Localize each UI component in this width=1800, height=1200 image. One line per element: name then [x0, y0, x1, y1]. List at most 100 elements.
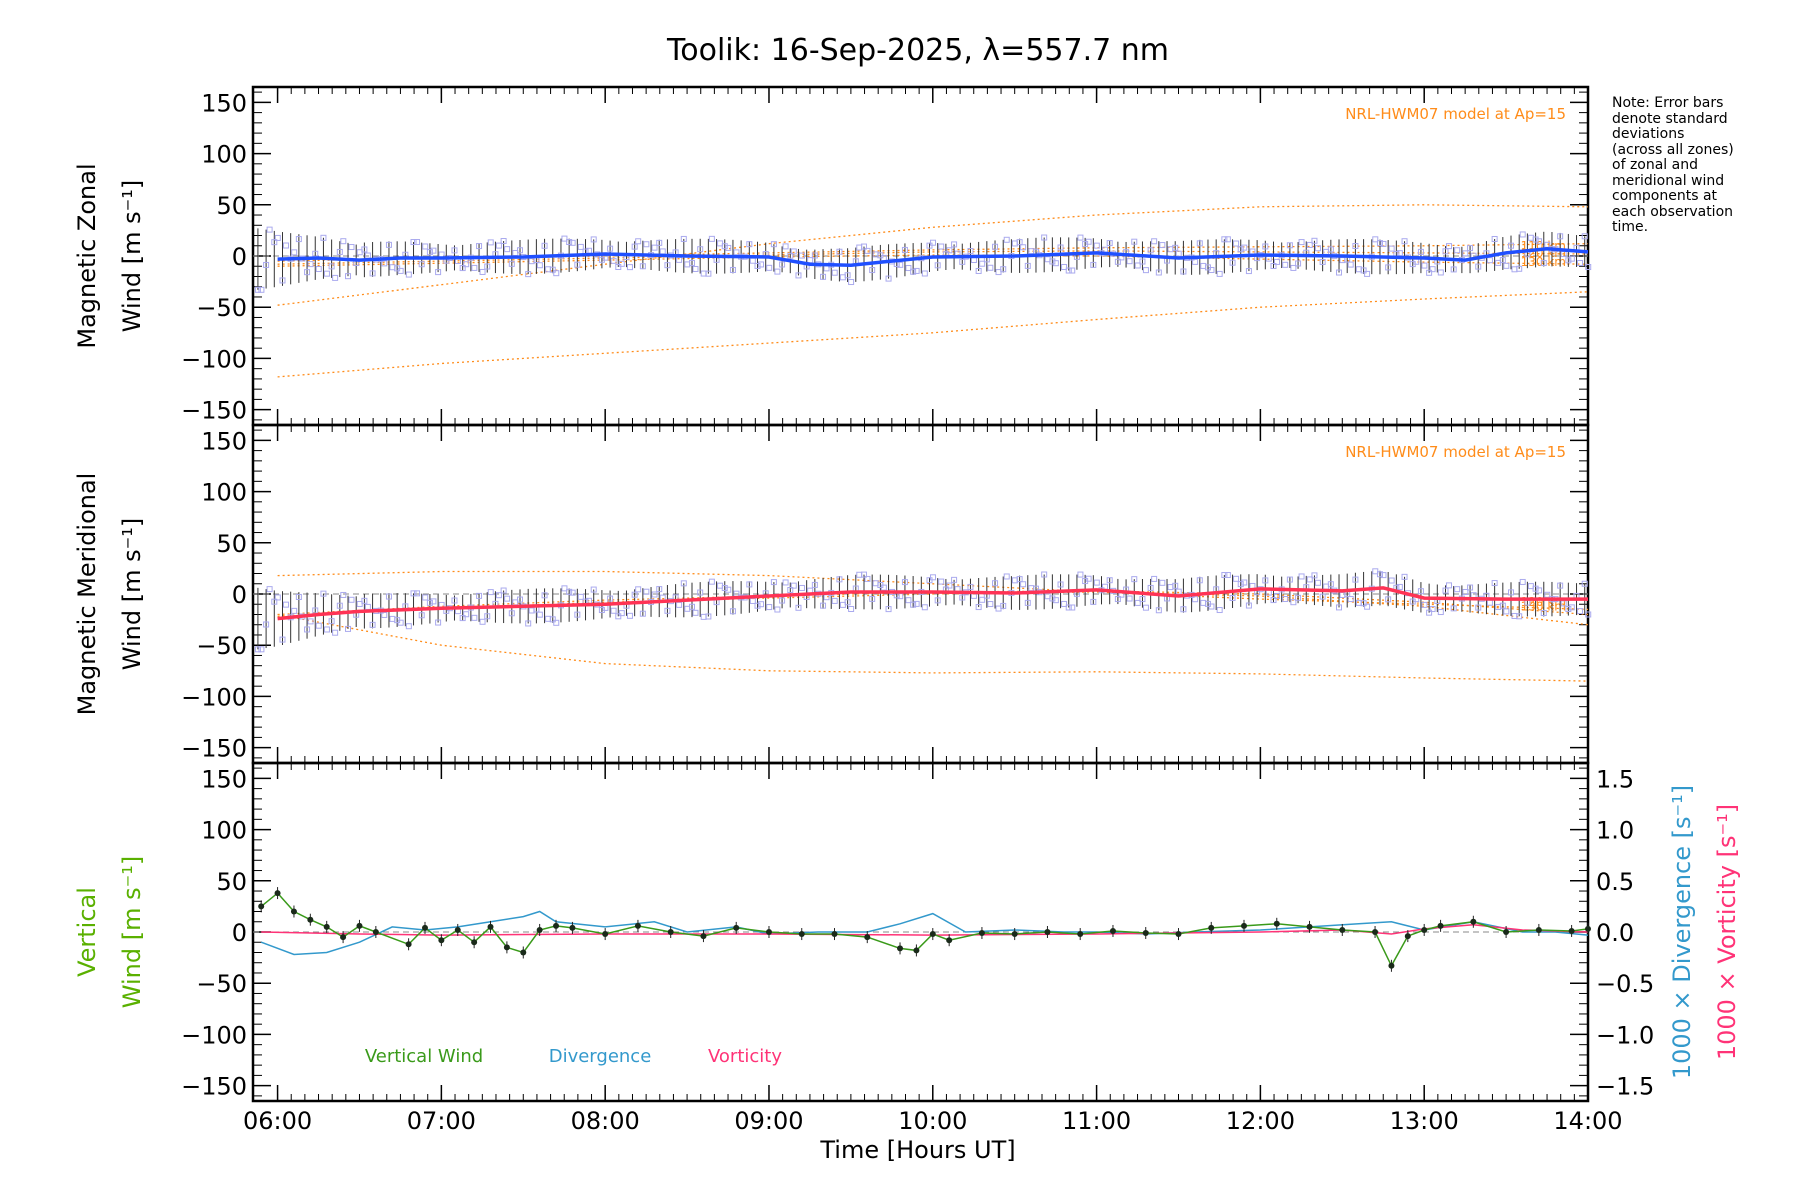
zone-point [1516, 265, 1523, 272]
zone-point [1090, 261, 1097, 268]
zone-point [921, 270, 928, 277]
zone-point [836, 248, 843, 255]
zone-point [1417, 248, 1424, 255]
zone-point [721, 243, 728, 250]
vertical-wind-point [946, 937, 953, 944]
y2-label-part: 1000 × Divergence [1668, 846, 1696, 1079]
zone-point [1499, 602, 1506, 609]
zone-point [1102, 583, 1109, 590]
zone-point [1273, 592, 1280, 599]
zone-point [385, 241, 392, 248]
zone-point [422, 243, 429, 250]
zone-point [476, 592, 483, 599]
zone-point [397, 619, 404, 626]
zone-point [381, 611, 388, 618]
zone-point [1131, 238, 1138, 245]
zone-point [312, 607, 319, 614]
vertical-wind-point [1404, 933, 1411, 940]
zone-point [414, 239, 421, 246]
model-curve [277, 243, 1589, 262]
zone-point [979, 260, 986, 267]
x-tick-label: 11:00 [1062, 1107, 1131, 1135]
zone-point [1454, 247, 1461, 254]
zone-point [525, 620, 532, 627]
zone-point [1245, 602, 1252, 609]
zone-point [345, 625, 352, 632]
zone-point [798, 584, 805, 591]
vertical-wind-point [634, 922, 641, 929]
zone-point [295, 236, 302, 243]
zone-point [615, 613, 622, 620]
legend-entry: Vorticity [708, 1046, 782, 1067]
zone-point [787, 252, 794, 259]
series-line-meridional [277, 586, 1588, 621]
zone-point [1175, 588, 1182, 595]
zone-point [811, 581, 818, 588]
zone-point [1262, 243, 1269, 250]
zone-point [487, 589, 494, 596]
zone-point [758, 601, 765, 608]
zone-point [607, 245, 614, 252]
vertical-wind-point [1503, 929, 1510, 935]
zone-point [795, 272, 802, 279]
zone-point [885, 275, 892, 282]
zone-point [266, 226, 273, 233]
zone-point [500, 587, 507, 594]
zone-point [844, 272, 851, 279]
zone-point [541, 242, 548, 249]
zone-point [418, 612, 425, 619]
y-axis-label-word: Wind [118, 272, 146, 332]
x-tick-label: 10:00 [898, 1107, 967, 1135]
vertical-wind-point [290, 908, 297, 915]
vertical-wind-point [602, 931, 609, 938]
zone-point [913, 267, 920, 274]
zone-point [348, 596, 355, 603]
vertical-wind-point [569, 924, 576, 931]
zone-point [340, 591, 347, 598]
vertical-wind-point [1109, 927, 1116, 934]
zone-point [1155, 607, 1162, 614]
zone-point [910, 268, 917, 275]
zone-point [369, 621, 376, 628]
zone-point [1224, 236, 1231, 243]
zone-point [770, 579, 777, 586]
y-axis-label-unit: [m s⁻¹] [118, 518, 146, 610]
zone-point [274, 234, 281, 241]
vertical-wind-point [1273, 920, 1280, 927]
zone-point [1467, 584, 1474, 591]
zone-point [1360, 600, 1367, 607]
vertical-wind-point [405, 941, 412, 948]
zone-point [635, 586, 642, 593]
y2-tick-label: −0.5 [1596, 970, 1654, 998]
zone-point [328, 263, 335, 270]
zone-point [1093, 242, 1100, 249]
zone-point [901, 579, 908, 586]
zone-point [1565, 257, 1572, 264]
vertical-wind-point [700, 933, 707, 940]
zone-point [1385, 264, 1392, 271]
zone-point [1049, 258, 1056, 265]
zone-point [754, 262, 761, 269]
zone-point [656, 586, 663, 593]
zone-point [1532, 236, 1539, 243]
zone-point [1273, 258, 1280, 265]
zone-point [356, 600, 363, 607]
zone-point [975, 604, 982, 611]
zone-point [1229, 594, 1236, 601]
zone-point [1385, 596, 1392, 603]
zone-point [517, 247, 523, 254]
zone-point [921, 604, 928, 611]
zone-point [435, 269, 442, 276]
zone-point [1216, 607, 1223, 614]
zone-point [782, 579, 789, 586]
zone-point [659, 248, 666, 255]
zone-point [385, 593, 392, 600]
zone-point [664, 262, 671, 269]
zone-point [946, 582, 953, 589]
zone-point [258, 286, 265, 293]
model-label: NRL-HWM07 model at Ap=15 [1345, 443, 1566, 461]
zone-point [1229, 259, 1236, 266]
zone-point [1499, 257, 1506, 264]
zone-point [1429, 606, 1436, 613]
zone-point [631, 591, 638, 598]
